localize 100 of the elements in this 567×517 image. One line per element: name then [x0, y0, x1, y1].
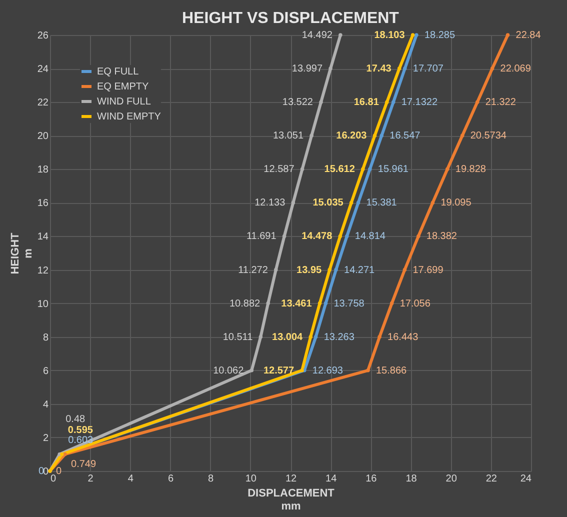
annotation: 12.133 — [254, 198, 286, 209]
point — [372, 134, 377, 138]
annotation: 13.522 — [282, 97, 314, 108]
annotation: 16.443 — [388, 332, 419, 343]
point — [258, 334, 263, 339]
annotation: 0.749 — [71, 459, 96, 470]
point — [385, 100, 389, 104]
annotation: 14.271 — [344, 264, 376, 276]
annotation: 12.577 — [263, 365, 294, 376]
point — [366, 368, 370, 372]
y-tick-label: 26 — [37, 30, 49, 42]
annotation: 17.699 — [412, 264, 444, 276]
x-tick-label: 2 — [88, 474, 94, 484]
point — [460, 134, 464, 138]
x-tick-label: 18 — [406, 474, 418, 484]
point — [324, 301, 328, 306]
x-tick-label: 8 — [208, 474, 214, 484]
point — [349, 200, 354, 205]
point — [380, 134, 384, 138]
point — [506, 33, 510, 37]
point — [446, 167, 450, 172]
annotation: 14.478 — [302, 231, 333, 242]
y-tick-label: 12 — [37, 265, 49, 276]
point — [402, 268, 407, 272]
annotation: 18.285 — [424, 30, 456, 41]
point — [274, 268, 278, 272]
annotation: 17.43 — [366, 64, 392, 75]
point — [328, 268, 332, 272]
point — [282, 234, 286, 238]
x-tick-label: 22 — [486, 474, 498, 484]
annotation: 12.693 — [312, 365, 344, 376]
annotation: 15.381 — [366, 198, 398, 209]
annotation: 16.203 — [336, 130, 368, 142]
annotation: 13.263 — [324, 332, 355, 343]
y-tick-label: 4 — [42, 399, 49, 410]
y-tick-label: 22 — [37, 98, 49, 109]
point — [250, 368, 254, 372]
annotation: 16.547 — [390, 130, 421, 142]
point — [291, 200, 296, 205]
chart-title: HEIGHT VS DISPLACEMENT — [182, 10, 400, 27]
annotation: 13.051 — [272, 130, 304, 142]
point — [390, 301, 394, 306]
annotation: 21.322 — [485, 97, 516, 108]
annotation: 18.382 — [426, 231, 458, 242]
point — [397, 66, 402, 70]
y-tick-label: 16 — [37, 198, 49, 210]
point — [345, 234, 349, 238]
x-tick-label: 0 — [50, 474, 56, 484]
point — [328, 66, 332, 70]
y-tick-label: 24 — [37, 64, 49, 76]
point — [300, 368, 304, 372]
annotation: 0 — [56, 466, 62, 477]
annotation: 12.587 — [264, 164, 295, 176]
annotation: 14.814 — [354, 231, 386, 242]
annotation: 20.5734 — [470, 130, 507, 142]
annotation: 14.492 — [302, 30, 333, 41]
point — [368, 167, 372, 172]
y-tick-label: 18 — [37, 164, 49, 176]
point — [403, 66, 407, 70]
annotation: 15.612 — [324, 164, 356, 176]
x-tick-label: 12 — [285, 474, 297, 484]
point — [314, 334, 318, 339]
y-tick-label: 0 — [42, 466, 49, 478]
point — [378, 334, 382, 339]
point — [475, 100, 480, 104]
annotation: 17.056 — [400, 298, 431, 310]
annotation: 13.997 — [292, 64, 323, 75]
x-axis-title: DISPLACEMENT mm — [248, 488, 335, 512]
point — [490, 66, 494, 70]
annotation: 18.103 — [374, 30, 406, 41]
annotation: 11.691 — [246, 231, 277, 242]
y-tick-label: 2 — [42, 432, 49, 444]
annotation: 10.882 — [230, 298, 261, 310]
legend-label: EQ EMPTY — [97, 82, 150, 92]
annotation: 10.062 — [213, 365, 244, 376]
annotation: 13.758 — [334, 298, 365, 310]
annotation: 15.035 — [312, 198, 344, 209]
point — [356, 200, 360, 205]
annotation: 0.595 — [68, 425, 94, 436]
x-tick-label: 20 — [446, 474, 458, 484]
point — [416, 234, 420, 238]
annotation: 15.961 — [378, 164, 409, 176]
annotation: 13.004 — [272, 332, 304, 343]
x-tick-label: 24 — [520, 474, 532, 484]
y-tick-label: 10 — [37, 298, 49, 310]
point — [308, 334, 312, 339]
point — [300, 167, 304, 172]
annotation: 17.707 — [412, 64, 444, 75]
annotation: 19.828 — [455, 164, 486, 176]
y-tick-label: 6 — [42, 366, 49, 377]
annotation: 17.1322 — [401, 97, 438, 108]
annotation: 10.511 — [222, 332, 254, 343]
legend-label: WIND EMPTY — [97, 112, 162, 122]
legend-label: EQ FULL — [97, 66, 140, 78]
point — [338, 234, 342, 238]
x-tick-label: 14 — [326, 474, 338, 484]
point — [318, 301, 322, 306]
x-tick-label: 6 — [168, 474, 174, 484]
annotation: 13.95 — [296, 264, 322, 276]
legend-label: WIND FULL — [97, 96, 152, 108]
